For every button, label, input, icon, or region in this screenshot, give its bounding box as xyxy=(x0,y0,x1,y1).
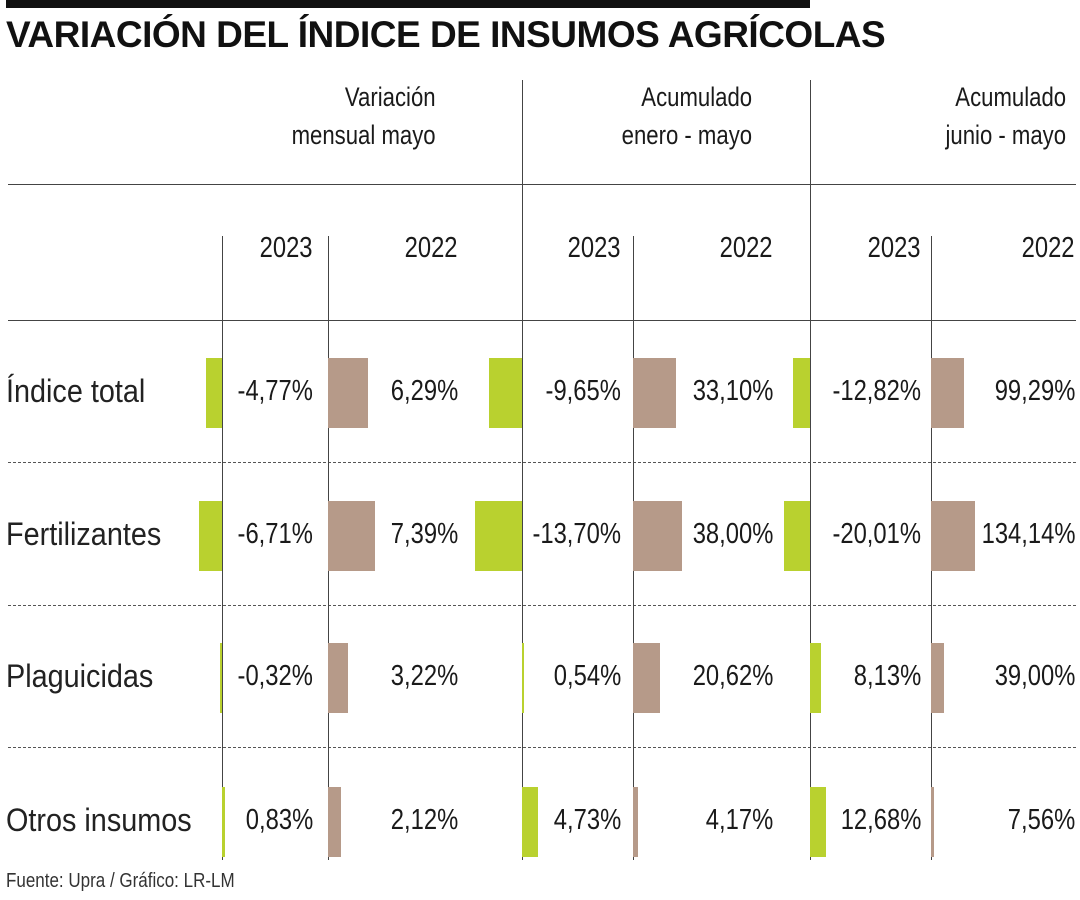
group-header-mensual: Variación mensual mayo xyxy=(292,78,436,154)
year-label: 2023 xyxy=(568,232,621,264)
value-label: 2,12% xyxy=(390,804,458,836)
axis-line xyxy=(222,236,223,860)
value-label: -6,71% xyxy=(237,518,313,550)
year-label: 2023 xyxy=(868,232,921,264)
value-label: 3,22% xyxy=(390,660,458,692)
bar-2022 xyxy=(931,358,964,428)
bar-2023 xyxy=(199,501,222,571)
bar-2022 xyxy=(633,787,639,857)
row-separator xyxy=(8,747,1076,748)
bar-2022 xyxy=(328,643,349,713)
bar-2023 xyxy=(810,787,827,857)
bar-2023 xyxy=(522,643,524,713)
group-divider xyxy=(810,80,811,860)
bar-2022 xyxy=(931,643,944,713)
year-label: 2022 xyxy=(1022,232,1075,264)
row-label: Fertilizantes xyxy=(6,516,162,552)
year-label: 2023 xyxy=(260,232,313,264)
group-header-line1: Variación xyxy=(345,82,436,112)
value-label: -20,01% xyxy=(832,518,921,550)
bar-2022 xyxy=(633,501,683,571)
value-label: 39,00% xyxy=(994,660,1075,692)
value-label: 8,13% xyxy=(853,660,921,692)
bar-2023 xyxy=(793,358,810,428)
bar-2023 xyxy=(489,358,522,428)
bar-2023 xyxy=(783,501,810,571)
value-label: 4,73% xyxy=(553,804,621,836)
row-separator xyxy=(8,605,1076,606)
group-header-line1: Acumulado xyxy=(955,82,1066,112)
bar-2023 xyxy=(475,501,522,571)
group-header-junio: Acumulado junio - mayo xyxy=(945,78,1066,154)
header-rule xyxy=(8,184,1076,185)
subheader-rule xyxy=(8,320,1076,321)
year-label: 2022 xyxy=(720,232,773,264)
group-header-enero: Acumulado enero - mayo xyxy=(622,78,752,154)
group-header-line2: mensual mayo xyxy=(292,120,436,150)
value-label: 6,29% xyxy=(390,375,458,407)
value-label: -0,32% xyxy=(237,660,313,692)
row-label: Índice total xyxy=(6,373,146,409)
row-label: Otros insumos xyxy=(6,802,192,838)
value-label: 99,29% xyxy=(994,375,1075,407)
bar-2022 xyxy=(328,501,375,571)
bar-2023 xyxy=(220,643,222,713)
bar-2023 xyxy=(522,787,539,857)
bar-2022 xyxy=(633,358,677,428)
value-label: -13,70% xyxy=(532,518,621,550)
bar-2023 xyxy=(205,358,222,428)
year-label: 2022 xyxy=(405,232,458,264)
row-separator xyxy=(8,462,1076,463)
value-label: -9,65% xyxy=(545,375,621,407)
title-rule xyxy=(6,0,810,8)
value-label: 12,68% xyxy=(840,804,921,836)
value-label: -4,77% xyxy=(237,375,313,407)
bar-2022 xyxy=(328,787,342,857)
value-label: 7,39% xyxy=(390,518,458,550)
value-label: 134,14% xyxy=(981,518,1075,550)
bar-2023 xyxy=(810,643,821,713)
value-label: 4,17% xyxy=(705,804,773,836)
group-divider xyxy=(522,80,523,860)
bar-2022 xyxy=(633,643,660,713)
value-label: -12,82% xyxy=(832,375,921,407)
value-label: 7,56% xyxy=(1007,804,1075,836)
value-label: 0,83% xyxy=(245,804,313,836)
value-label: 20,62% xyxy=(692,660,773,692)
row-label: Plaguicidas xyxy=(6,658,154,694)
bar-2023 xyxy=(222,787,225,857)
group-header-line2: enero - mayo xyxy=(621,120,752,150)
bar-2022 xyxy=(931,501,976,571)
value-label: 0,54% xyxy=(553,660,621,692)
bar-2022 xyxy=(328,358,368,428)
group-header-line2: junio - mayo xyxy=(945,120,1066,150)
group-header-line1: Acumulado xyxy=(641,82,752,112)
chart-title: VARIACIÓN DEL ÍNDICE DE INSUMOS AGRÍCOLA… xyxy=(6,14,886,55)
value-label: 33,10% xyxy=(692,375,773,407)
value-label: 38,00% xyxy=(692,518,773,550)
source-note: Fuente: Upra / Gráfico: LR-LM xyxy=(6,870,235,892)
bar-2022 xyxy=(931,787,934,857)
